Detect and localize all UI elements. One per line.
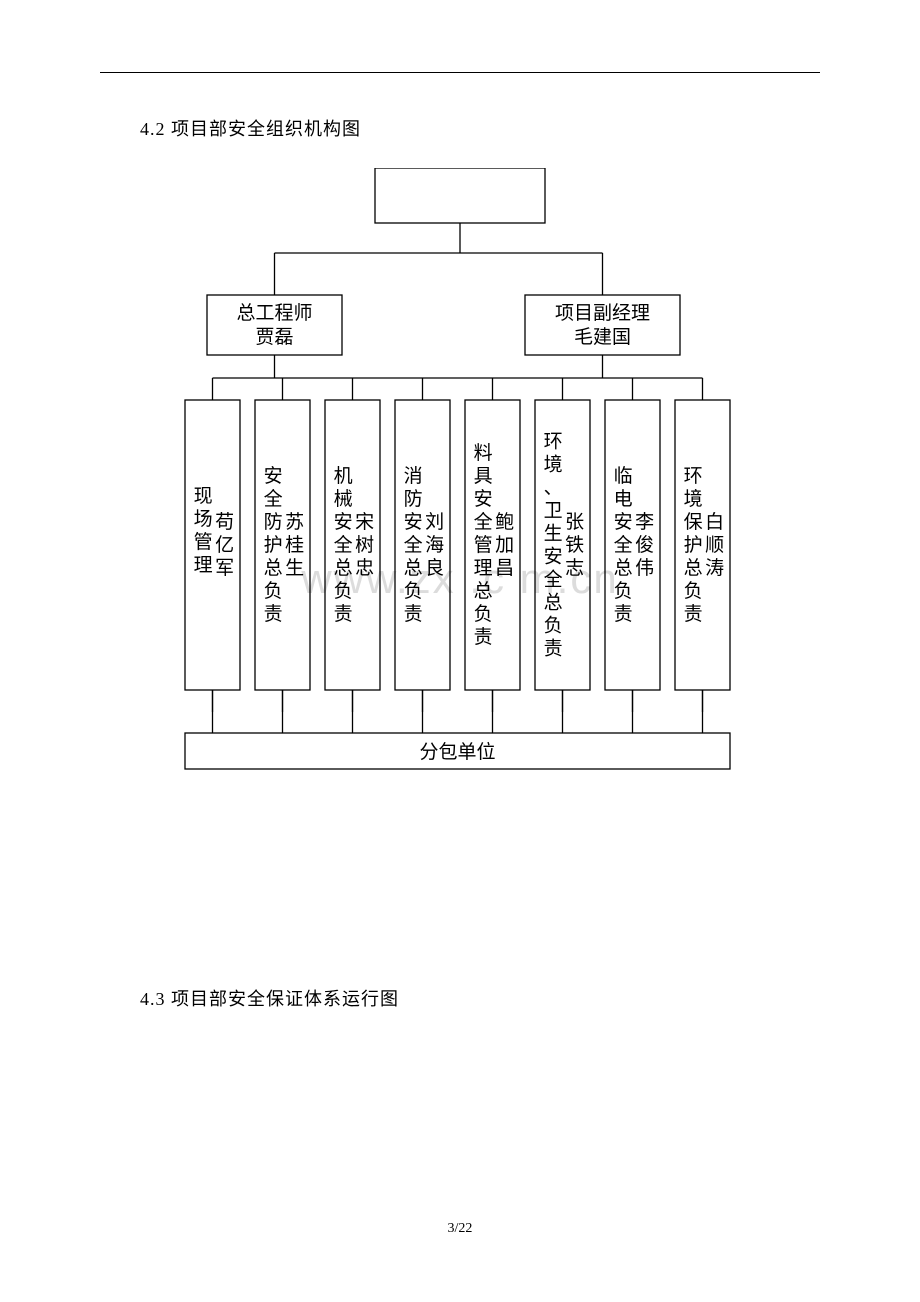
svg-text:负: 负 xyxy=(404,580,423,602)
svg-text:具: 具 xyxy=(474,466,493,487)
svg-text:张: 张 xyxy=(565,511,584,533)
svg-text:消: 消 xyxy=(404,465,423,487)
svg-text:贾磊: 贾磊 xyxy=(255,327,293,348)
svg-text:负: 负 xyxy=(614,580,633,602)
svg-text:分包单位: 分包单位 xyxy=(419,741,495,763)
heading-4-3: 4.3 项目部安全保证体系运行图 xyxy=(140,985,399,1011)
svg-text:责: 责 xyxy=(404,603,423,625)
svg-text:责: 责 xyxy=(684,603,703,625)
page-number: 3/22 xyxy=(0,1221,920,1237)
svg-text:现: 现 xyxy=(194,486,213,507)
svg-text:生: 生 xyxy=(285,557,304,579)
svg-text:全: 全 xyxy=(544,569,563,591)
svg-text:安: 安 xyxy=(614,511,633,533)
svg-text:李: 李 xyxy=(635,511,654,533)
svg-text:临: 临 xyxy=(614,465,633,487)
svg-text:料: 料 xyxy=(474,442,493,464)
svg-text:志: 志 xyxy=(565,557,584,579)
org-chart: 总工程师贾磊项目副经理毛建国现场管理苟亿军安全防护总负责苏桂生机械安全总负责宋树… xyxy=(175,168,745,778)
svg-text:境: 境 xyxy=(684,488,703,510)
top-rule xyxy=(100,72,820,73)
svg-text:理: 理 xyxy=(474,558,493,579)
svg-text:加: 加 xyxy=(495,534,514,556)
svg-text:场: 场 xyxy=(194,508,213,530)
svg-text:管: 管 xyxy=(474,534,493,556)
svg-text:责: 责 xyxy=(264,603,283,625)
svg-text:责: 责 xyxy=(614,603,633,625)
svg-text:苟: 苟 xyxy=(215,511,234,533)
svg-text:责: 责 xyxy=(334,603,353,625)
svg-text:电: 电 xyxy=(614,488,633,510)
svg-text:安: 安 xyxy=(474,488,493,510)
svg-text:全: 全 xyxy=(404,534,423,556)
svg-text:伟: 伟 xyxy=(635,557,654,579)
svg-text:亿: 亿 xyxy=(215,534,234,556)
svg-text:总: 总 xyxy=(614,557,633,579)
svg-text:总: 总 xyxy=(544,592,563,614)
svg-text:管: 管 xyxy=(194,531,213,553)
svg-text:环: 环 xyxy=(684,466,703,487)
svg-text:安: 安 xyxy=(264,465,283,487)
svg-text:总: 总 xyxy=(404,557,423,579)
svg-text:总: 总 xyxy=(684,557,703,579)
svg-text:机: 机 xyxy=(334,465,353,487)
svg-text:顺: 顺 xyxy=(705,535,724,556)
svg-text:负: 负 xyxy=(684,580,703,602)
svg-text:海: 海 xyxy=(425,534,444,556)
svg-text:总: 总 xyxy=(334,557,353,579)
heading-4-2: 4.2 项目部安全组织机构图 xyxy=(140,115,361,141)
page: 4.2 项目部安全组织机构图 www.zx .c m.cn 总工程师贾磊项目副经… xyxy=(0,0,920,1302)
svg-text:铁: 铁 xyxy=(565,534,584,556)
svg-text:护: 护 xyxy=(264,534,283,556)
svg-text:项目副经理: 项目副经理 xyxy=(555,302,650,324)
svg-text:护: 护 xyxy=(684,534,703,556)
svg-text:安: 安 xyxy=(334,511,353,533)
svg-text:全: 全 xyxy=(614,534,633,556)
svg-text:安: 安 xyxy=(544,546,563,568)
svg-text:责: 责 xyxy=(544,638,563,660)
svg-text:俊: 俊 xyxy=(635,534,654,556)
svg-text:树: 树 xyxy=(355,534,374,556)
svg-text:理: 理 xyxy=(194,555,213,576)
svg-text:忠: 忠 xyxy=(355,557,374,579)
svg-text:全: 全 xyxy=(334,534,353,556)
svg-text:械: 械 xyxy=(334,488,353,510)
svg-text:总工程师: 总工程师 xyxy=(236,302,312,324)
svg-text:保: 保 xyxy=(684,511,703,533)
svg-text:总: 总 xyxy=(264,557,283,579)
svg-text:总: 总 xyxy=(474,580,493,602)
svg-text:鲍: 鲍 xyxy=(495,511,514,533)
svg-text:昌: 昌 xyxy=(495,558,514,579)
svg-text:军: 军 xyxy=(215,558,234,579)
svg-text:安: 安 xyxy=(404,511,423,533)
svg-text:责: 责 xyxy=(474,626,493,648)
svg-text:苏: 苏 xyxy=(285,511,304,533)
svg-text:刘: 刘 xyxy=(425,511,444,533)
svg-text:毛建国: 毛建国 xyxy=(574,326,631,348)
svg-text:全: 全 xyxy=(474,511,493,533)
svg-text:良: 良 xyxy=(425,557,444,579)
svg-text:生: 生 xyxy=(544,523,563,545)
svg-text:、: 、 xyxy=(544,478,563,499)
svg-text:境: 境 xyxy=(544,454,563,476)
svg-text:负: 负 xyxy=(474,603,493,625)
svg-text:负: 负 xyxy=(334,580,353,602)
svg-text:防: 防 xyxy=(404,488,423,510)
svg-text:防: 防 xyxy=(264,511,283,533)
svg-text:卫: 卫 xyxy=(544,501,563,522)
svg-text:涛: 涛 xyxy=(705,557,724,579)
svg-text:全: 全 xyxy=(264,488,283,510)
svg-text:白: 白 xyxy=(705,511,724,533)
svg-text:宋: 宋 xyxy=(355,511,374,533)
svg-text:负: 负 xyxy=(264,580,283,602)
svg-text:桂: 桂 xyxy=(285,534,304,556)
svg-text:环: 环 xyxy=(544,432,563,453)
svg-text:负: 负 xyxy=(544,615,563,637)
